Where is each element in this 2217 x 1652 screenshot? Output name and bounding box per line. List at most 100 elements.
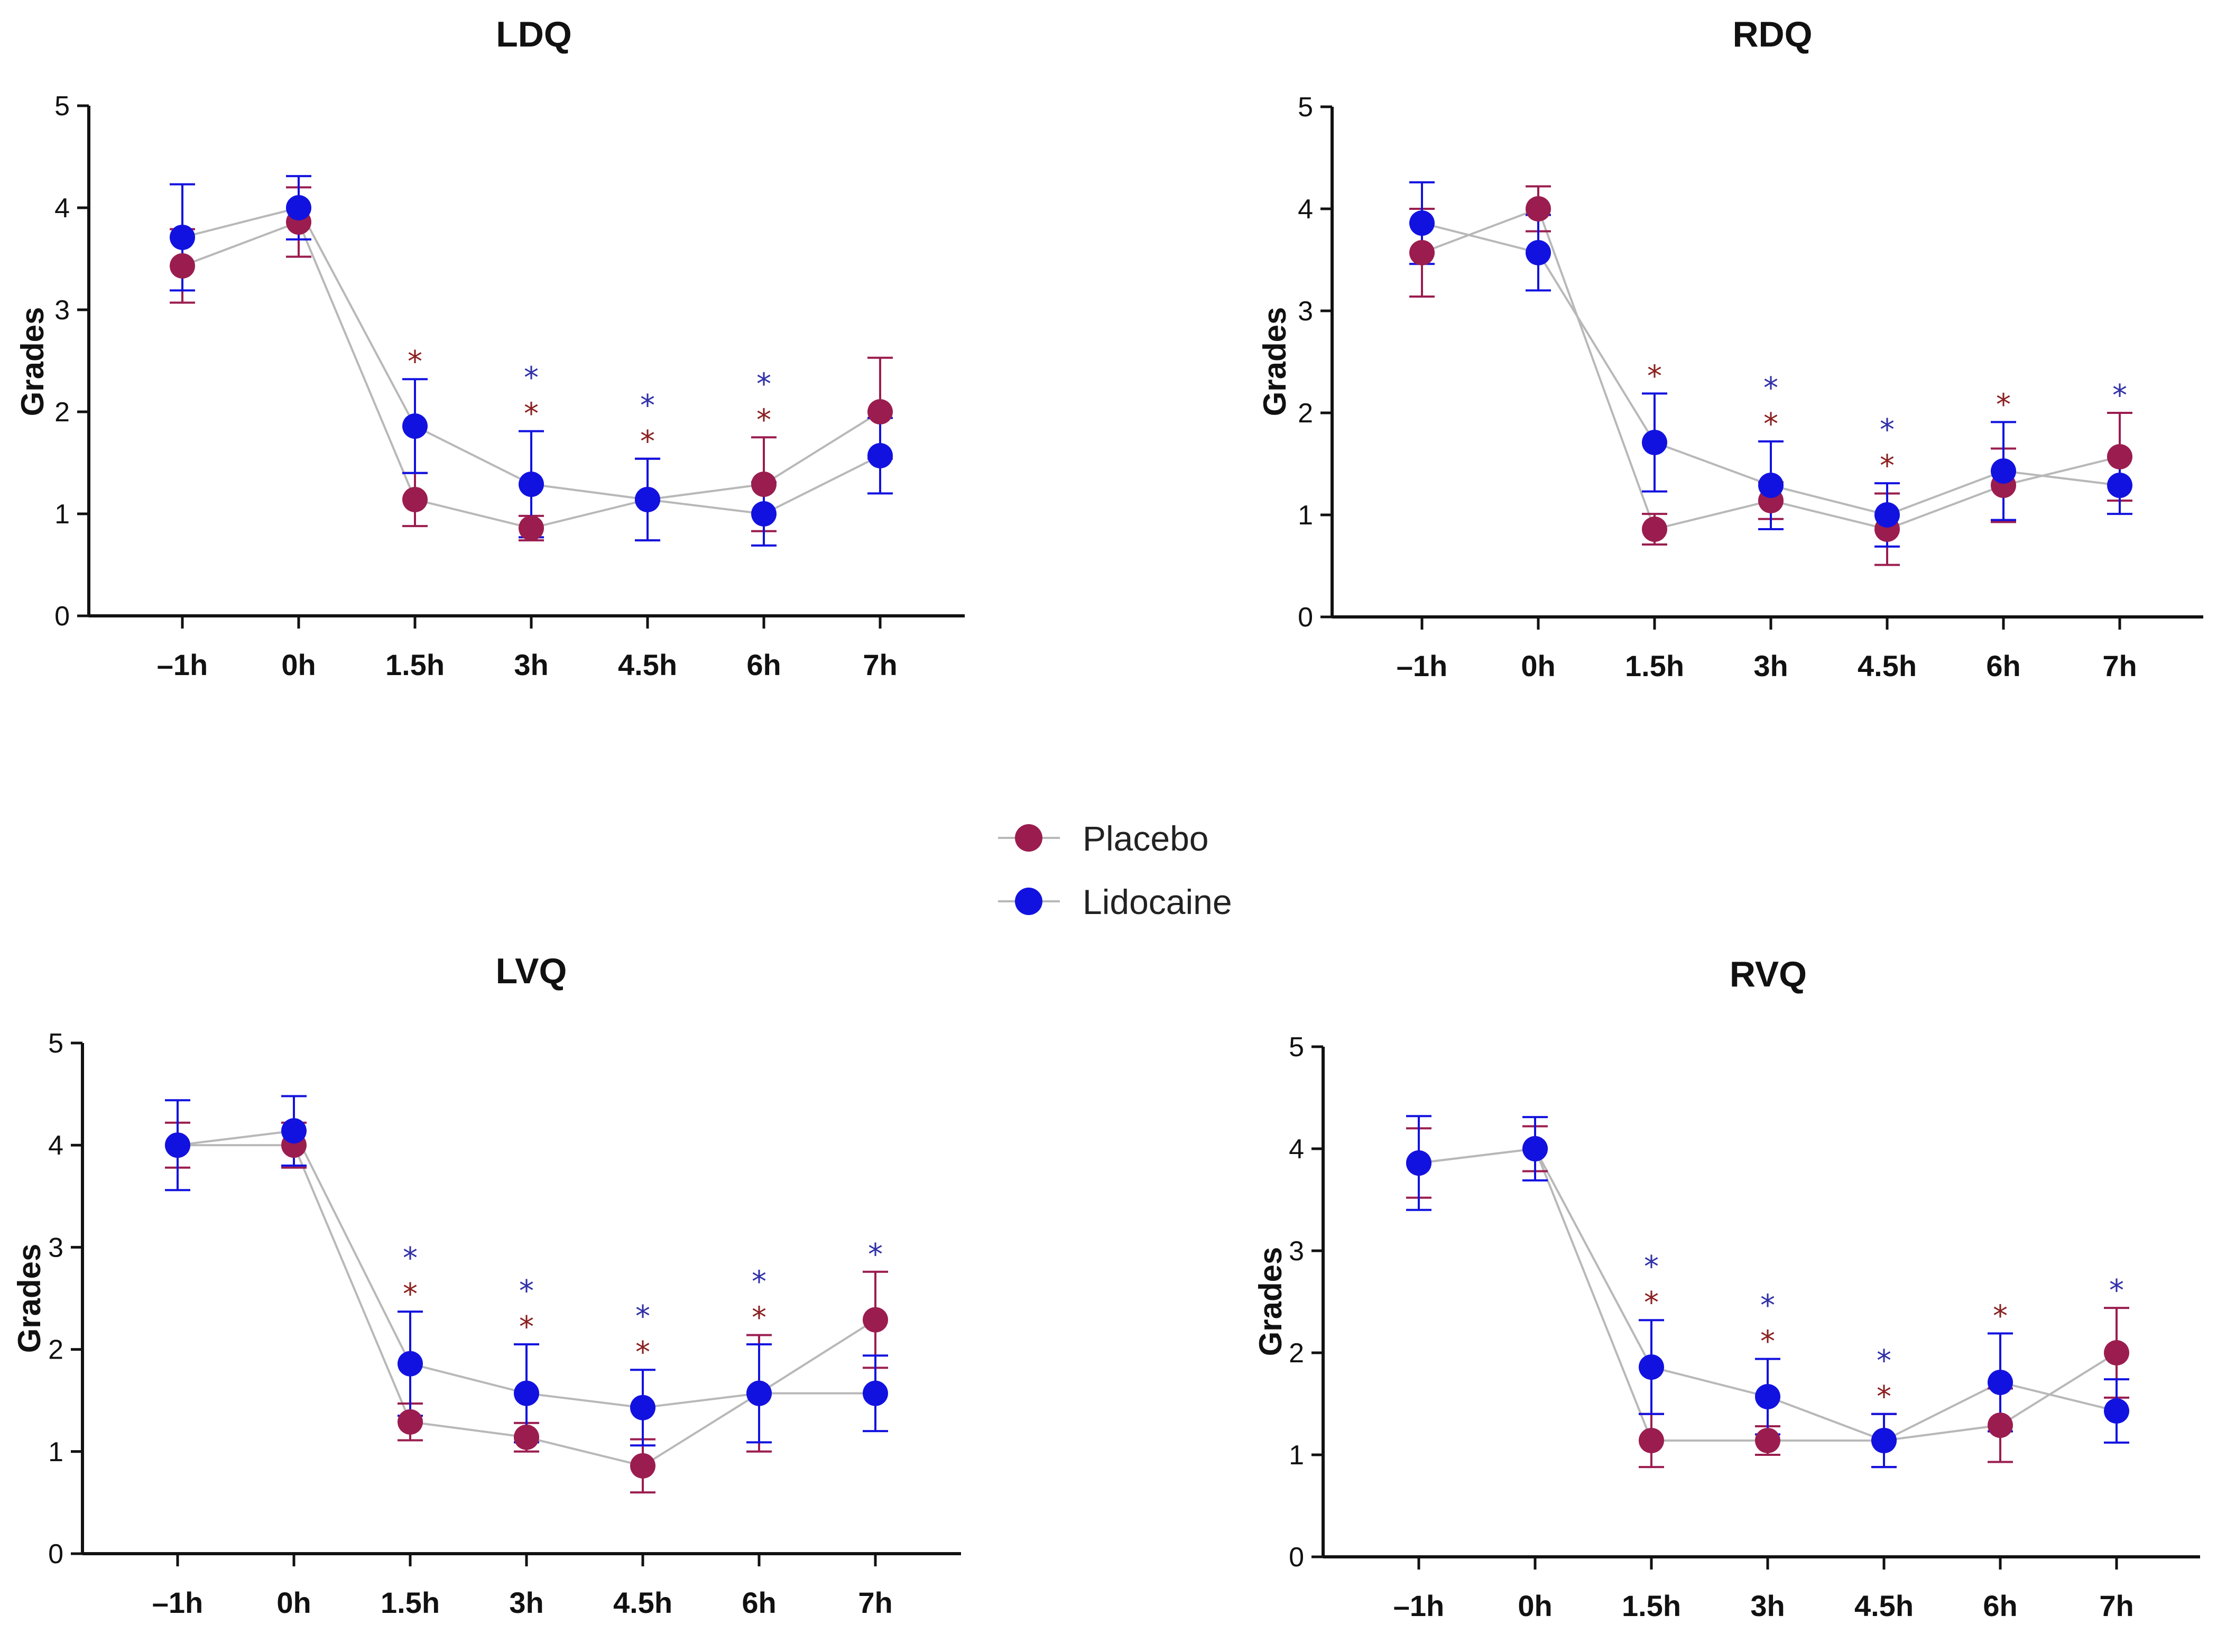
y-tick-label: 2 — [1289, 1338, 1304, 1369]
data-point-lidocaine — [1874, 502, 1900, 528]
significance-star-lidocaine: * — [1880, 413, 1895, 447]
data-point-lidocaine — [1639, 1354, 1664, 1380]
data-point-lidocaine — [1526, 239, 1551, 265]
y-axis-label: Grades — [1253, 1247, 1288, 1356]
data-point-placebo — [1755, 1427, 1780, 1453]
panel-title: RDQ — [1732, 14, 1812, 54]
significance-star-placebo: * — [1877, 1380, 1891, 1414]
significance-star-placebo: * — [1647, 359, 1662, 393]
data-point-lidocaine — [170, 224, 195, 250]
y-tick-label: 0 — [54, 601, 70, 632]
panel-title: LDQ — [496, 14, 572, 54]
significance-star-lidocaine: * — [1763, 371, 1778, 405]
y-tick-label: 0 — [48, 1539, 63, 1570]
x-tick-label: 1.5h — [1622, 1589, 1681, 1622]
y-axis-label: Grades — [12, 1244, 47, 1353]
y-tick-label: 4 — [1289, 1134, 1304, 1165]
data-point-placebo — [398, 1409, 423, 1435]
significance-star-placebo: * — [408, 345, 422, 379]
legend-item-lidocaine: Lidocaine — [998, 882, 1232, 921]
legend: Placebo Lidocaine — [998, 819, 1232, 921]
significance-star-placebo: * — [519, 1310, 534, 1344]
data-point-lidocaine — [286, 195, 311, 220]
x-tick-label: 0h — [1521, 649, 1555, 682]
significance-star-lidocaine: * — [524, 361, 539, 395]
significance-star-lidocaine: * — [519, 1274, 534, 1308]
data-point-lidocaine — [746, 1380, 772, 1406]
significance-star-lidocaine: * — [1644, 1250, 1659, 1284]
data-point-placebo — [519, 515, 544, 541]
panel-title: LVQ — [496, 951, 567, 991]
data-point-placebo — [1988, 1413, 2013, 1438]
y-tick-label: 0 — [1289, 1542, 1304, 1573]
data-point-placebo — [1639, 1427, 1664, 1453]
significance-star-lidocaine: * — [635, 1299, 650, 1334]
data-point-lidocaine — [863, 1380, 888, 1406]
significance-star-lidocaine: * — [1877, 1344, 1891, 1378]
y-axis-label: Grades — [1257, 307, 1292, 417]
data-point-lidocaine — [1406, 1150, 1431, 1176]
x-tick-label: –1h — [1397, 649, 1448, 682]
data-point-placebo — [1409, 239, 1435, 265]
data-point-lidocaine — [1758, 473, 1784, 499]
significance-star-lidocaine: * — [868, 1238, 883, 1272]
data-point-lidocaine — [398, 1351, 423, 1377]
data-point-lidocaine — [281, 1118, 307, 1144]
y-tick-label: 2 — [48, 1335, 63, 1365]
x-tick-label: 6h — [746, 648, 781, 681]
panel-title: RVQ — [1730, 954, 1807, 994]
y-tick-label: 3 — [54, 295, 70, 326]
significance-star-placebo: * — [1644, 1286, 1659, 1320]
y-tick-label: 5 — [1289, 1032, 1304, 1063]
significance-star-lidocaine: * — [752, 1265, 766, 1299]
significance-star-placebo: * — [1993, 1299, 2008, 1333]
data-point-placebo — [863, 1307, 888, 1333]
y-tick-label: 1 — [48, 1437, 63, 1468]
significance-star-lidocaine: * — [640, 389, 655, 423]
legend-label-lidocaine: Lidocaine — [1083, 882, 1232, 921]
data-point-lidocaine — [635, 486, 660, 512]
data-point-lidocaine — [867, 442, 893, 468]
x-tick-label: 7h — [2102, 649, 2137, 682]
significance-star-lidocaine: * — [756, 367, 771, 401]
data-point-lidocaine — [1988, 1369, 2013, 1395]
significance-star-placebo: * — [1760, 1325, 1775, 1359]
x-tick-label: –1h — [1393, 1589, 1445, 1622]
significance-star-lidocaine: * — [1760, 1289, 1775, 1323]
x-tick-label: 1.5h — [385, 648, 445, 681]
x-tick-label: 6h — [742, 1586, 776, 1619]
x-tick-label: 7h — [2099, 1589, 2133, 1622]
data-point-lidocaine — [519, 472, 544, 497]
x-tick-label: 4.5h — [1854, 1589, 1914, 1622]
data-point-placebo — [402, 486, 428, 512]
y-tick-label: 5 — [54, 91, 70, 122]
x-tick-label: 0h — [276, 1586, 311, 1619]
y-tick-label: 1 — [1289, 1440, 1304, 1471]
y-axis-label: Grades — [15, 307, 50, 417]
x-tick-label: –1h — [157, 648, 208, 681]
legend-label-placebo: Placebo — [1083, 819, 1209, 858]
data-point-lidocaine — [2104, 1398, 2129, 1424]
x-tick-label: 4.5h — [1858, 649, 1917, 682]
x-tick-label: 4.5h — [618, 648, 677, 681]
x-tick-label: 0h — [1518, 1589, 1552, 1622]
x-tick-label: 3h — [1750, 1589, 1785, 1622]
significance-star-placebo: * — [1996, 387, 2011, 422]
data-point-lidocaine — [630, 1395, 655, 1420]
x-tick-label: 6h — [1983, 1589, 2017, 1622]
y-tick-label: 4 — [54, 193, 70, 224]
data-point-lidocaine — [165, 1132, 190, 1158]
significance-star-placebo: * — [752, 1301, 766, 1335]
significance-star-lidocaine: * — [2109, 1273, 2124, 1308]
data-point-placebo — [514, 1424, 539, 1450]
x-tick-label: 4.5h — [613, 1586, 672, 1619]
data-point-lidocaine — [402, 413, 428, 439]
x-tick-label: 7h — [863, 648, 897, 681]
